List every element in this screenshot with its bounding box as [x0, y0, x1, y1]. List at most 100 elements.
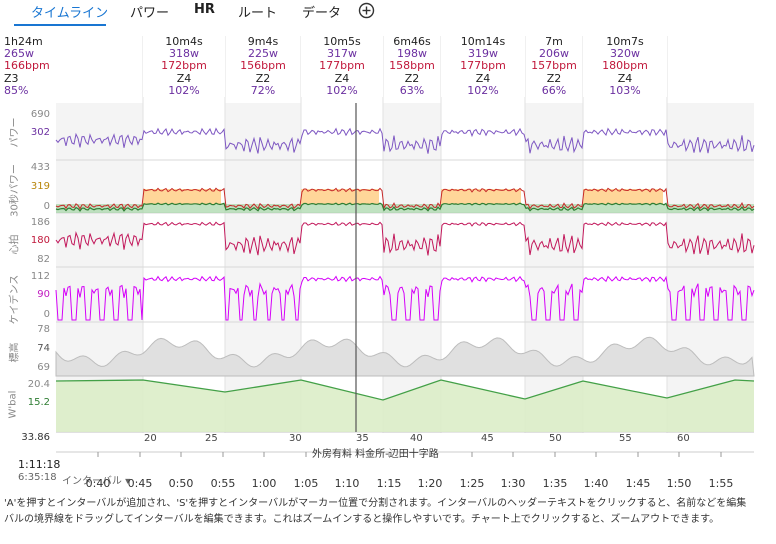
interval-zone: Z2 — [404, 71, 420, 85]
interval-watts: 319w — [468, 47, 498, 61]
time-tick: 1:15 — [376, 477, 402, 490]
cadence-tick: 0 — [43, 309, 50, 320]
summary-header[interactable]: 1h24m 265w 166bpm Z3 85% — [4, 35, 56, 97]
time-tick: 1:10 — [334, 477, 360, 490]
interval-watts: 318w — [169, 47, 199, 61]
wbal-tick: 15.2 — [27, 397, 50, 408]
interval-zone: Z4 — [334, 71, 350, 85]
interval-bpm: 156bpm — [240, 59, 286, 73]
interval-header[interactable]: 10m5s 317w 177bpm Z4 102% — [301, 35, 383, 98]
interval-bpm: 180bpm — [602, 59, 648, 73]
tab-bar: タイムライン パワー HR ルート データ — [0, 0, 776, 26]
summary-watts: 265w — [4, 47, 34, 61]
location-label: 外房有料 料金所-辺田十字路 — [312, 449, 439, 460]
interval-watts: 320w — [610, 47, 640, 61]
tab-timeline[interactable]: タイムライン — [31, 6, 109, 21]
time-tick: 1:45 — [625, 477, 651, 490]
interval-number: 20 — [144, 433, 157, 444]
help-text: 'A'を押すとインターバルが追加され、'S'を押すとインターバルがマーカー位置で… — [4, 496, 774, 528]
time-tick: 1:20 — [417, 477, 443, 490]
interval-pct: 72% — [250, 83, 276, 97]
time-tick: 1:30 — [500, 477, 526, 490]
altitude-tick: 78 — [37, 324, 50, 335]
interval-bpm: 157bpm — [531, 59, 577, 73]
interval-duration: 7m — [545, 35, 563, 48]
interval-duration: 10m14s — [460, 35, 506, 48]
summary-bpm: 166bpm — [4, 59, 50, 73]
time-tick: 1:35 — [542, 477, 568, 490]
summary-zone: Z3 — [4, 71, 19, 85]
help-line: 'A'を押すとインターバルが追加され、'S'を押すとインターバルがマーカー位置で… — [4, 498, 747, 509]
interval-pct: 102% — [326, 83, 358, 97]
caret-down-icon: ▾ — [125, 476, 131, 487]
interval-header[interactable]: 10m14s 319w 177bpm Z4 102% — [441, 35, 525, 98]
cadence-tick: 90 — [37, 289, 50, 300]
tab-power[interactable]: パワー — [130, 6, 170, 21]
altitude-tick: 69 — [37, 362, 50, 373]
tab-hr[interactable]: HR — [194, 2, 215, 17]
interval-watts: 206w — [539, 47, 569, 61]
interval-number: 25 — [205, 433, 218, 444]
interval-bpm: 177bpm — [319, 59, 365, 73]
interval-pct: 66% — [541, 83, 567, 97]
interval-header[interactable]: 10m7s 320w 180bpm Z4 103% — [583, 35, 667, 98]
interval-number: 45 — [481, 433, 494, 444]
power30-tick: 433 — [30, 162, 50, 173]
interval-duration: 6m46s — [393, 35, 431, 48]
time-tick: 1:05 — [293, 477, 319, 490]
interval-bpm: 177bpm — [460, 59, 506, 73]
interval-duration: 10m5s — [323, 35, 361, 48]
interval-number: 50 — [549, 433, 562, 444]
interval-bpm: 158bpm — [389, 59, 435, 73]
interval-header[interactable]: 6m46s 198w 158bpm Z2 63% — [383, 35, 441, 97]
time-tick: 1:00 — [251, 477, 277, 490]
time-tick: 1:50 — [666, 477, 692, 490]
interval-header[interactable]: 7m 206w 157bpm Z2 66% — [525, 35, 583, 97]
help-line: バルの境界線をドラッグしてインターバルを編集できます。これはズームインすると操作… — [4, 514, 720, 525]
power30-tick: 319 — [30, 181, 50, 192]
add-tab-icon[interactable] — [358, 2, 375, 19]
time-tick: 0:40 — [85, 477, 111, 490]
cursor-time: 1:11:18 — [18, 458, 61, 471]
cadence-tick: 112 — [30, 271, 50, 282]
power-tick: 302 — [30, 127, 50, 138]
hr-tick: 180 — [30, 235, 50, 246]
interval-number: 30 — [289, 433, 302, 444]
interval-pct: 63% — [399, 83, 425, 97]
interval-zone: Z4 — [176, 71, 192, 85]
interval-duration: 10m7s — [606, 35, 644, 48]
time-tick: 0:45 — [127, 477, 153, 490]
summary-pct: 85% — [4, 83, 29, 97]
interval-header[interactable]: 10m4s 318w 172bpm Z4 102% — [143, 35, 225, 98]
tab-route[interactable]: ルート — [238, 6, 278, 21]
interval-menu-label: インターバル — [62, 476, 122, 487]
altitude-tick: 74 — [37, 343, 50, 354]
interval-zone: Z2 — [255, 71, 271, 85]
active-tab-indicator — [14, 24, 106, 26]
interval-duration: 9m4s — [247, 35, 279, 48]
hr-tick: 82 — [37, 254, 50, 265]
interval-zone: Z4 — [617, 71, 633, 85]
interval-watts: 317w — [327, 47, 357, 61]
time-tick: 1:55 — [708, 477, 734, 490]
time-tick: 1:40 — [583, 477, 609, 490]
interval-bpm: 172bpm — [161, 59, 207, 73]
interval-zone: Z2 — [546, 71, 562, 85]
tab-data[interactable]: データ — [302, 6, 342, 21]
interval-menu[interactable]: インターバル ▾ — [62, 472, 130, 487]
wbal-tick: 20.4 — [27, 379, 50, 390]
interval-zone: Z4 — [475, 71, 491, 85]
time-tick: 1:25 — [459, 477, 485, 490]
interval-header[interactable]: 9m4s 225w 156bpm Z2 72% — [225, 35, 301, 97]
interval-number: 40 — [410, 433, 423, 444]
interval-number: 35 — [356, 433, 369, 444]
power-tick: 690 — [30, 109, 50, 120]
interval-pct: 103% — [609, 83, 641, 97]
time-tick: 0:50 — [168, 477, 194, 490]
interval-pct: 102% — [467, 83, 499, 97]
interval-number: 60 — [677, 433, 690, 444]
interval-duration: 10m4s — [165, 35, 203, 48]
summary-duration: 1h24m — [4, 35, 43, 48]
wbal-tick: 33.86 — [21, 432, 50, 443]
